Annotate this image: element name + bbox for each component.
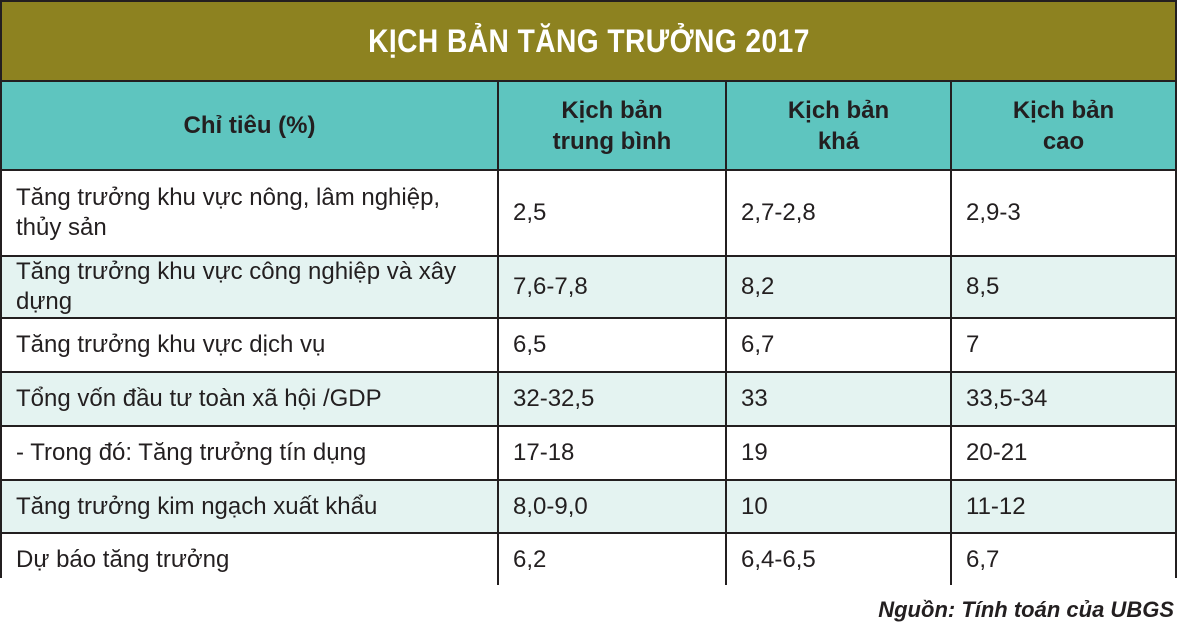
header-line-2: trung bình (552, 127, 672, 155)
cell-high: 6,7 (950, 532, 1175, 585)
cell-good: 2,7-2,8 (725, 169, 952, 257)
header-line-1: Kịch bản (561, 96, 663, 124)
header-line-1: Kịch bản (1012, 96, 1115, 124)
cell-average: 8,0-9,0 (497, 479, 727, 534)
cell-average: 2,5 (497, 169, 727, 257)
cell-good: 6,4-6,5 (725, 532, 952, 585)
cell-average: 32-32,5 (497, 371, 727, 427)
growth-scenario-table: Chỉ tiêu (%) Kịch bản trung bình Kịch bả… (2, 80, 1175, 585)
row-label: Tăng trưởng kim ngạch xuất khẩu (2, 479, 499, 534)
table-title: KỊCH BẢN TĂNG TRƯỞNG 2017 (367, 22, 810, 59)
row-label: Tổng vốn đầu tư toàn xã hội /GDP (2, 371, 499, 427)
cell-good: 8,2 (725, 255, 952, 319)
table-frame: KỊCH BẢN TĂNG TRƯỞNG 2017 Chỉ tiêu (%) K… (0, 0, 1177, 585)
header-line-1: Kịch bản (787, 96, 890, 124)
header-line-2: cao (1042, 127, 1085, 155)
source-note: Nguồn: Tính toán của UBGS (878, 597, 1174, 622)
cell-average: 6,2 (497, 532, 727, 585)
cell-high: 33,5-34 (950, 371, 1175, 427)
row-label: Dự báo tăng trưởng (2, 532, 499, 585)
table-row: Tổng vốn đầu tư toàn xã hội /GDP 32-32,5… (2, 371, 1175, 427)
cell-high: 11-12 (950, 479, 1175, 534)
cell-good: 10 (725, 479, 952, 534)
table-row: Dự báo tăng trưởng 6,2 6,4-6,5 6,7 (2, 532, 1175, 585)
table-row: Tăng trưởng khu vực nông, lâm nghiệp, th… (2, 169, 1175, 257)
header-scenario-average: Kịch bản trung bình (497, 80, 727, 171)
row-label: Tăng trưởng khu vực nông, lâm nghiệp, th… (2, 169, 499, 257)
row-label: Tăng trưởng khu vực dịch vụ (2, 317, 499, 373)
table-row: - Trong đó: Tăng trưởng tín dụng 17-18 1… (2, 425, 1175, 481)
cell-high: 2,9-3 (950, 169, 1175, 257)
title-bar: KỊCH BẢN TĂNG TRƯỞNG 2017 (2, 2, 1175, 82)
row-label: - Trong đó: Tăng trưởng tín dụng (2, 425, 499, 481)
row-label: Tăng trưởng khu vực công nghiệp và xây d… (2, 255, 499, 319)
cell-average: 7,6-7,8 (497, 255, 727, 319)
header-scenario-high: Kịch bản cao (950, 80, 1175, 171)
table-row: Tăng trưởng kim ngạch xuất khẩu 8,0-9,0 … (2, 479, 1175, 534)
cell-high: 20-21 (950, 425, 1175, 481)
cell-average: 6,5 (497, 317, 727, 373)
cell-good: 19 (725, 425, 952, 481)
cell-high: 7 (950, 317, 1175, 373)
cell-high: 8,5 (950, 255, 1175, 319)
header-indicator: Chỉ tiêu (%) (2, 80, 499, 171)
table-row: Tăng trưởng khu vực công nghiệp và xây d… (2, 255, 1175, 319)
header-line-2: khá (817, 127, 860, 155)
header-indicator-label: Chỉ tiêu (%) (183, 112, 316, 139)
cell-good: 33 (725, 371, 952, 427)
header-scenario-good: Kịch bản khá (725, 80, 952, 171)
header-row: Chỉ tiêu (%) Kịch bản trung bình Kịch bả… (2, 80, 1175, 171)
table-row: Tăng trưởng khu vực dịch vụ 6,5 6,7 7 (2, 317, 1175, 373)
cell-average: 17-18 (497, 425, 727, 481)
cell-good: 6,7 (725, 317, 952, 373)
